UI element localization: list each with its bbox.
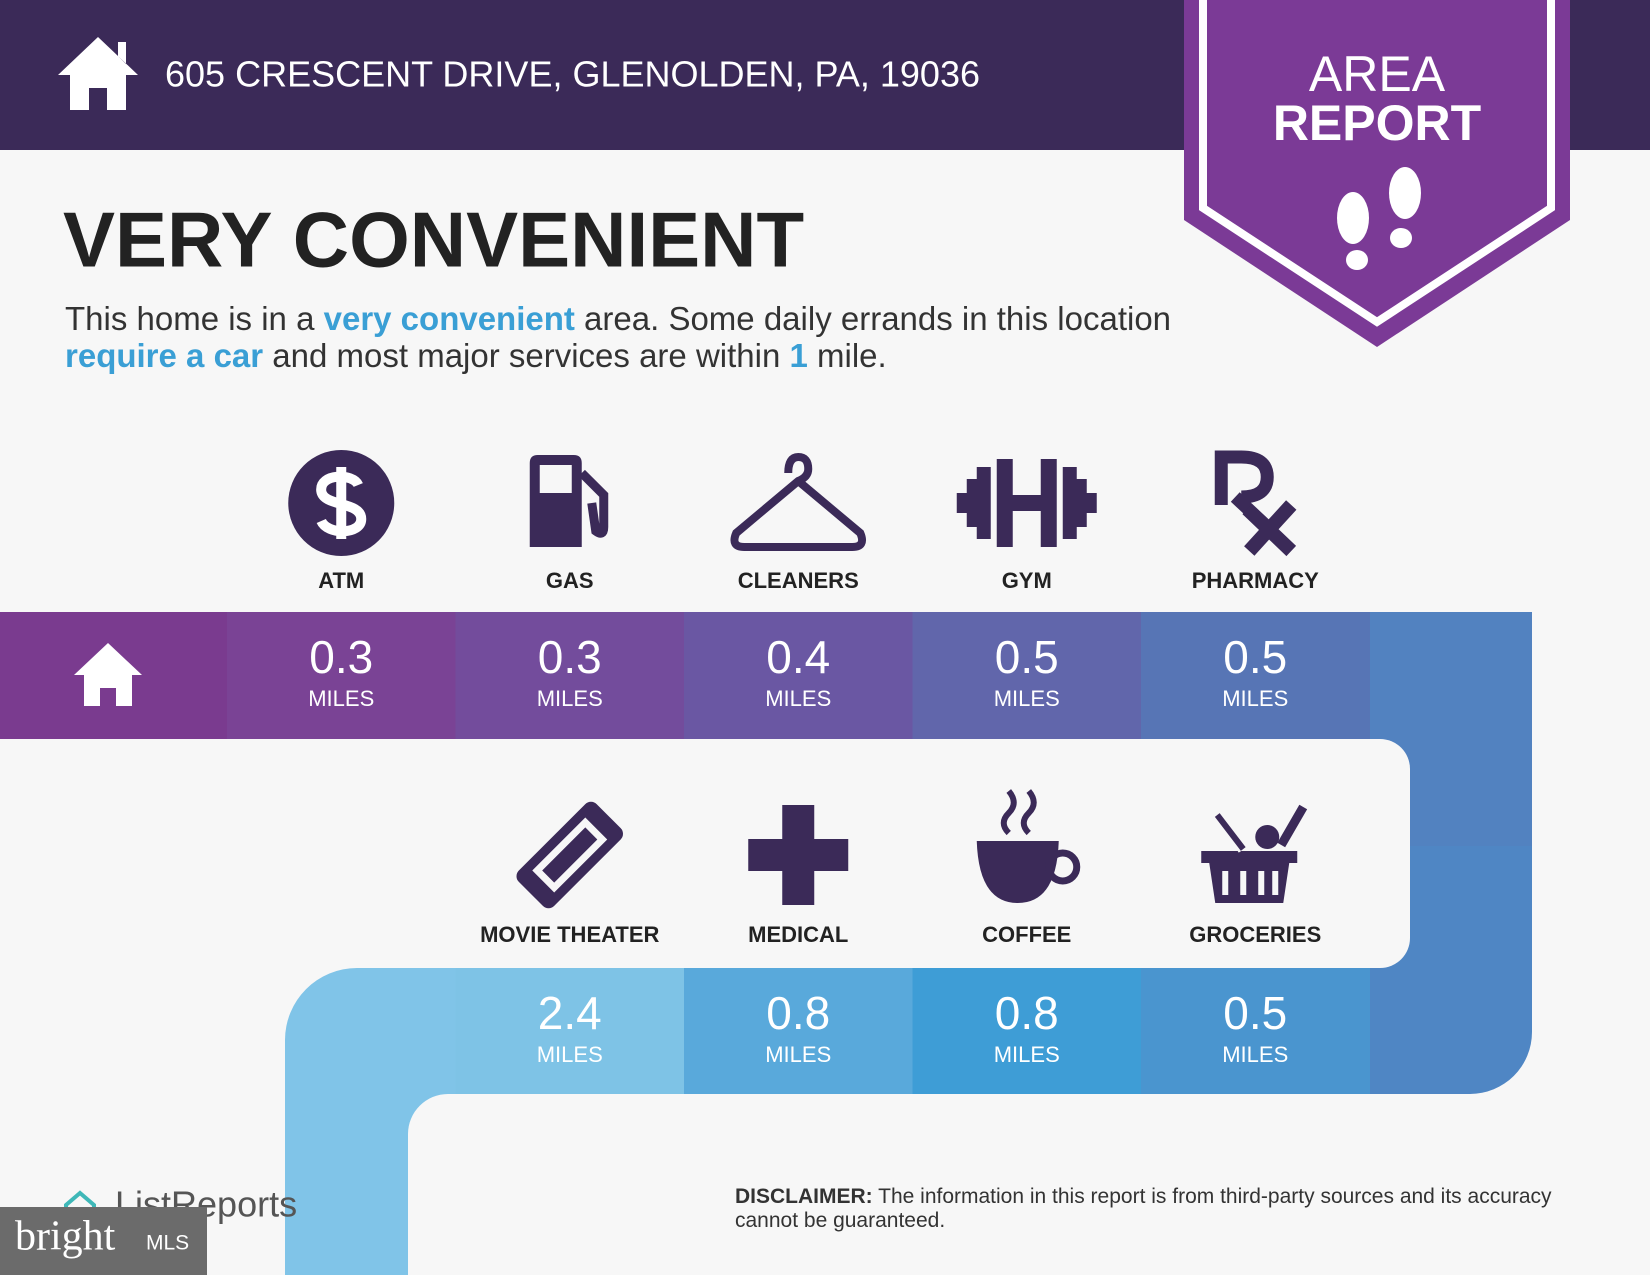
road-gap: [0, 739, 1410, 968]
description-text: This home is in a: [65, 300, 324, 337]
pharmacy-icon: [1242, 500, 1297, 557]
distance: 0.8: [766, 987, 830, 1039]
description: This home is in a very convenient area. …: [65, 300, 1185, 374]
basket-icon: [1214, 813, 1246, 851]
basket-icon: [1277, 804, 1308, 848]
disclaimer-label: DISCLAIMER:: [735, 1185, 873, 1208]
distance: 0.8: [995, 987, 1059, 1039]
distance-cell: [1141, 612, 1370, 739]
address: 605 CRESCENT DRIVE, GLENOLDEN, PA, 19036: [165, 54, 980, 95]
gym-icon: [956, 459, 1097, 547]
amenity-label: GYM: [1002, 568, 1052, 593]
distance: 2.4: [538, 987, 602, 1039]
home-icon: [74, 643, 142, 706]
distance-cell: [912, 612, 1142, 739]
gas-icon: [529, 455, 582, 547]
disclaimer: DISCLAIMER: The information in this repo…: [735, 1185, 1595, 1233]
distance: 0.5: [995, 631, 1059, 683]
distance-cell: [684, 968, 913, 1094]
unit: MILES: [765, 686, 831, 711]
amenity-label: MOVIE THEATER: [480, 922, 659, 947]
bright: bright: [15, 1214, 116, 1260]
unit: MILES: [1222, 1042, 1288, 1067]
unit: MILES: [537, 1042, 603, 1067]
unit: MILES: [308, 686, 374, 711]
coffee-icon: [976, 841, 1059, 903]
disclaimer-text: The information in this report is from t…: [735, 1185, 1552, 1232]
badge-line1: AREA: [1309, 46, 1446, 102]
amenity-label: COFFEE: [982, 922, 1071, 947]
coffee-icon: [1045, 849, 1081, 885]
heading: VERY CONVENIENT: [63, 196, 804, 284]
amenity-label: MEDICAL: [748, 922, 848, 947]
cells: ATM 0.3 MILES GAS 0.3 MILES CLEANERS 0.4 MILES GY…: [227, 450, 1370, 1094]
cleaners-icon: [730, 452, 866, 551]
basket-icon: [1255, 825, 1280, 849]
amenity-label: CLEANERS: [738, 568, 859, 593]
description-text: area. Some daily errands in this locatio…: [574, 300, 1172, 337]
unit: MILES: [994, 1042, 1060, 1067]
distance-cell: [455, 612, 685, 739]
coffee-icon: [1000, 789, 1037, 836]
distance-cell: [227, 612, 456, 739]
home-icon: [58, 37, 138, 110]
distance-cell: [912, 968, 1142, 1094]
description-text: and most major services are within: [263, 337, 790, 374]
distance-cell: [1141, 968, 1370, 1094]
unit: MILES: [765, 1042, 831, 1067]
distance: 0.3: [538, 631, 602, 683]
highlight: 1: [789, 337, 808, 374]
amenity-label: PHARMACY: [1192, 568, 1319, 593]
highlight: very convenient: [323, 300, 575, 337]
badge-line2: REPORT: [1273, 95, 1481, 151]
atm-icon: [316, 467, 367, 539]
distance: 0.5: [1223, 631, 1287, 683]
distance-cell: [684, 612, 913, 739]
distance: 0.3: [309, 631, 373, 683]
amenity-label: GAS: [546, 568, 594, 593]
medical-icon: [748, 805, 849, 905]
description-text: mile.: [807, 337, 887, 374]
road-gap: [408, 1094, 1650, 1275]
distance-cell: [455, 968, 685, 1094]
gas-icon: [578, 469, 609, 538]
basket-icon: [1216, 815, 1279, 895]
amenity-label: GROCERIES: [1189, 922, 1321, 947]
footprints: [1337, 167, 1421, 270]
amenity-label: ATM: [318, 568, 364, 593]
distance: 0.5: [1223, 987, 1287, 1039]
basket-icon: [1201, 851, 1298, 903]
unit: MILES: [1222, 686, 1288, 711]
badge-border: [1199, 0, 1555, 327]
mls: MLS: [146, 1232, 189, 1255]
unit: MILES: [537, 686, 603, 711]
unit: MILES: [994, 686, 1060, 711]
ticket-icon: [532, 817, 608, 893]
distance: 0.4: [766, 631, 830, 683]
highlight: require a car: [65, 337, 264, 374]
bright-box: [0, 1207, 207, 1275]
ticket-icon: [516, 801, 624, 909]
